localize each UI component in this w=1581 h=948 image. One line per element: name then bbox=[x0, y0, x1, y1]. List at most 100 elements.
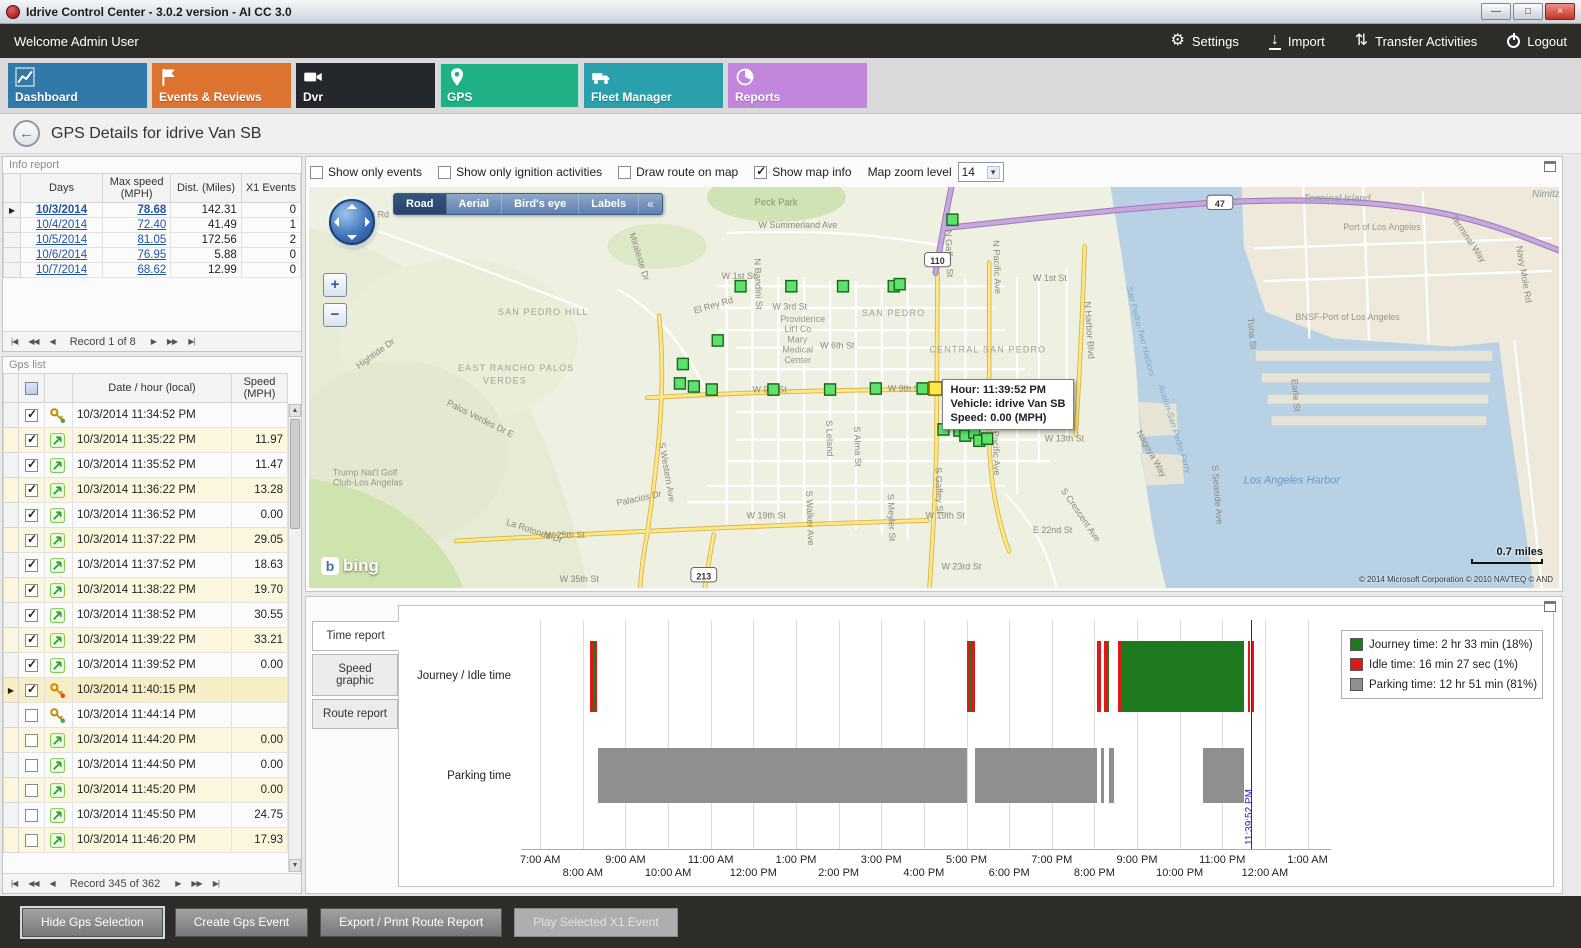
nav-tab-dvr[interactable]: Dvr bbox=[296, 63, 435, 108]
menu-action-logout[interactable]: Logout bbox=[1507, 32, 1567, 49]
checkbox-show-map-info[interactable] bbox=[754, 164, 768, 179]
create-gps-event-button[interactable]: Create Gps Event bbox=[174, 907, 309, 937]
gps-point-checkbox[interactable] bbox=[25, 482, 38, 497]
pager-first-button[interactable]: |◀ bbox=[11, 879, 18, 888]
day-link[interactable]: 10/6/2014 bbox=[35, 249, 88, 261]
gps-route-marker[interactable] bbox=[676, 357, 690, 371]
report-tab-time-report[interactable]: Time report bbox=[312, 621, 399, 651]
gps-point-checkbox[interactable] bbox=[25, 682, 38, 697]
gps-route-marker[interactable] bbox=[981, 432, 994, 445]
back-button[interactable]: ← bbox=[13, 120, 40, 147]
scrollbar-thumb[interactable] bbox=[290, 419, 300, 529]
gps-route-marker[interactable] bbox=[734, 279, 747, 293]
map-option-show-only-ignition-activities[interactable]: Show only ignition activities bbox=[438, 165, 602, 179]
map-zoom-level-select[interactable]: 14 ▾ bbox=[957, 162, 1004, 182]
pager-fast-prev-button[interactable]: ◀◀ bbox=[28, 337, 39, 346]
selected-gps-marker[interactable] bbox=[928, 380, 943, 397]
column-header-dist-miles[interactable]: Dist. (Miles) bbox=[170, 173, 242, 203]
export-print-route-report-button[interactable]: Export / Print Route Report bbox=[320, 907, 503, 937]
map-mode-road[interactable]: Road bbox=[394, 194, 447, 214]
gps-point-checkbox[interactable] bbox=[25, 532, 38, 547]
gps-point-checkbox[interactable] bbox=[25, 432, 38, 447]
scrollbar-up-arrow[interactable]: ▲ bbox=[289, 404, 301, 417]
gps-point-checkbox[interactable] bbox=[25, 607, 38, 622]
gps-point-checkbox[interactable] bbox=[25, 758, 38, 772]
hide-gps-selection-button[interactable]: Hide Gps Selection bbox=[22, 907, 163, 937]
gps-point-checkbox[interactable] bbox=[25, 557, 38, 572]
nav-tab-dashboard[interactable]: Dashboard bbox=[8, 63, 147, 108]
max-speed-link[interactable]: 81.05 bbox=[137, 234, 167, 246]
pager-fast-prev-button[interactable]: ◀◀ bbox=[28, 879, 39, 888]
max-speed-link[interactable]: 72.40 bbox=[137, 219, 167, 231]
map-mode-labels[interactable]: Labels bbox=[579, 194, 640, 214]
day-link[interactable]: 10/4/2014 bbox=[35, 219, 88, 231]
map-mode-collapse-button[interactable]: « bbox=[647, 197, 654, 211]
maximize-map-panel-button[interactable] bbox=[1544, 161, 1556, 172]
column-header-x1-events[interactable]: X1 Events bbox=[240, 173, 302, 203]
nav-tab-fleet-manager[interactable]: Fleet Manager bbox=[584, 63, 723, 108]
gps-route-marker[interactable] bbox=[767, 383, 780, 396]
map-option-show-map-info[interactable]: Show map info bbox=[754, 164, 852, 179]
gps-point-checkbox[interactable] bbox=[25, 582, 38, 597]
nav-tab-gps[interactable]: GPS bbox=[440, 63, 579, 108]
column-header-date-hour-local[interactable]: Date / hour (local) bbox=[72, 373, 232, 403]
gps-route-marker[interactable] bbox=[916, 382, 929, 395]
gps-point-checkbox[interactable] bbox=[25, 708, 38, 722]
gps-point-checkbox[interactable] bbox=[25, 808, 38, 822]
gps-point-checkbox[interactable] bbox=[25, 407, 38, 422]
map-compass-control[interactable] bbox=[329, 199, 375, 245]
max-speed-link[interactable]: 78.68 bbox=[137, 204, 167, 216]
day-link[interactable]: 10/7/2014 bbox=[35, 264, 88, 276]
gps-route-marker[interactable] bbox=[673, 377, 687, 390]
day-link[interactable]: 10/5/2014 bbox=[35, 234, 88, 246]
gps-route-marker[interactable] bbox=[836, 279, 850, 293]
close-button[interactable]: × bbox=[1545, 3, 1575, 20]
report-tab-route-report[interactable]: Route report bbox=[312, 699, 398, 729]
map-zoom-in-button[interactable]: + bbox=[323, 273, 347, 297]
pager-fast-next-button[interactable]: ▶▶ bbox=[166, 337, 178, 346]
pager-next-button[interactable]: ▶ bbox=[150, 337, 157, 346]
checkbox-show-only-ignition-activities[interactable] bbox=[438, 165, 452, 179]
map-option-show-only-events[interactable]: Show only events bbox=[310, 165, 422, 179]
report-tab-speed-graphic[interactable]: Speed graphic bbox=[312, 654, 398, 696]
scrollbar-down-arrow[interactable]: ▼ bbox=[289, 859, 301, 872]
gps-route-marker[interactable] bbox=[785, 279, 798, 293]
menu-action-import[interactable]: ↓ Import bbox=[1268, 32, 1325, 50]
pager-last-button[interactable]: ▶| bbox=[212, 879, 220, 888]
gps-route-marker[interactable] bbox=[687, 380, 701, 393]
gps-point-checkbox[interactable] bbox=[25, 507, 38, 522]
gps-point-checkbox[interactable] bbox=[25, 457, 38, 472]
column-header-speed-mph[interactable]: Speed (MPH) bbox=[231, 373, 288, 403]
pager-fast-next-button[interactable]: ▶▶ bbox=[191, 879, 202, 888]
play-selected-x1-event-button[interactable]: Play Selected X1 Event bbox=[514, 907, 678, 937]
menu-action-transfer-activities[interactable]: ⇅ Transfer Activities bbox=[1355, 33, 1478, 49]
checkbox-draw-route-on-map[interactable] bbox=[618, 165, 632, 179]
gps-route-marker[interactable] bbox=[869, 382, 882, 395]
gps-point-checkbox[interactable] bbox=[25, 657, 38, 672]
menu-action-settings[interactable]: ⚙ Settings bbox=[1171, 33, 1239, 49]
map-mode-bird-s-eye[interactable]: Bird's eye bbox=[502, 194, 580, 214]
column-header-days[interactable]: Days bbox=[20, 173, 103, 203]
day-link[interactable]: 10/3/2014 bbox=[35, 204, 88, 216]
gps-list-scrollbar[interactable]: ▲ ▼ bbox=[288, 404, 301, 872]
column-header-max-speed-mph[interactable]: Max speed (MPH) bbox=[101, 173, 172, 203]
pager-prev-button[interactable]: ◀ bbox=[49, 337, 56, 346]
checkbox-show-only-events[interactable] bbox=[310, 165, 323, 179]
maximize-time-panel-button[interactable] bbox=[1544, 601, 1556, 612]
map-mode-aerial[interactable]: Aerial bbox=[447, 194, 503, 214]
maximize-button[interactable]: □ bbox=[1513, 3, 1543, 20]
map-option-draw-route-on-map[interactable]: Draw route on map bbox=[618, 165, 738, 179]
gps-point-checkbox[interactable] bbox=[25, 783, 38, 797]
pager-next-button[interactable]: ▶ bbox=[175, 879, 181, 888]
map-zoom-out-button[interactable]: − bbox=[323, 303, 347, 327]
nav-tab-events-reviews[interactable]: Events & Reviews bbox=[152, 63, 291, 108]
gps-point-checkbox[interactable] bbox=[25, 833, 38, 847]
select-all-checkbox[interactable] bbox=[25, 381, 38, 395]
pager-prev-button[interactable]: ◀ bbox=[49, 879, 56, 888]
gps-route-marker[interactable] bbox=[823, 383, 837, 396]
gps-route-marker[interactable] bbox=[705, 383, 718, 396]
gps-point-checkbox[interactable] bbox=[25, 733, 38, 747]
minimize-button[interactable]: — bbox=[1481, 3, 1511, 20]
